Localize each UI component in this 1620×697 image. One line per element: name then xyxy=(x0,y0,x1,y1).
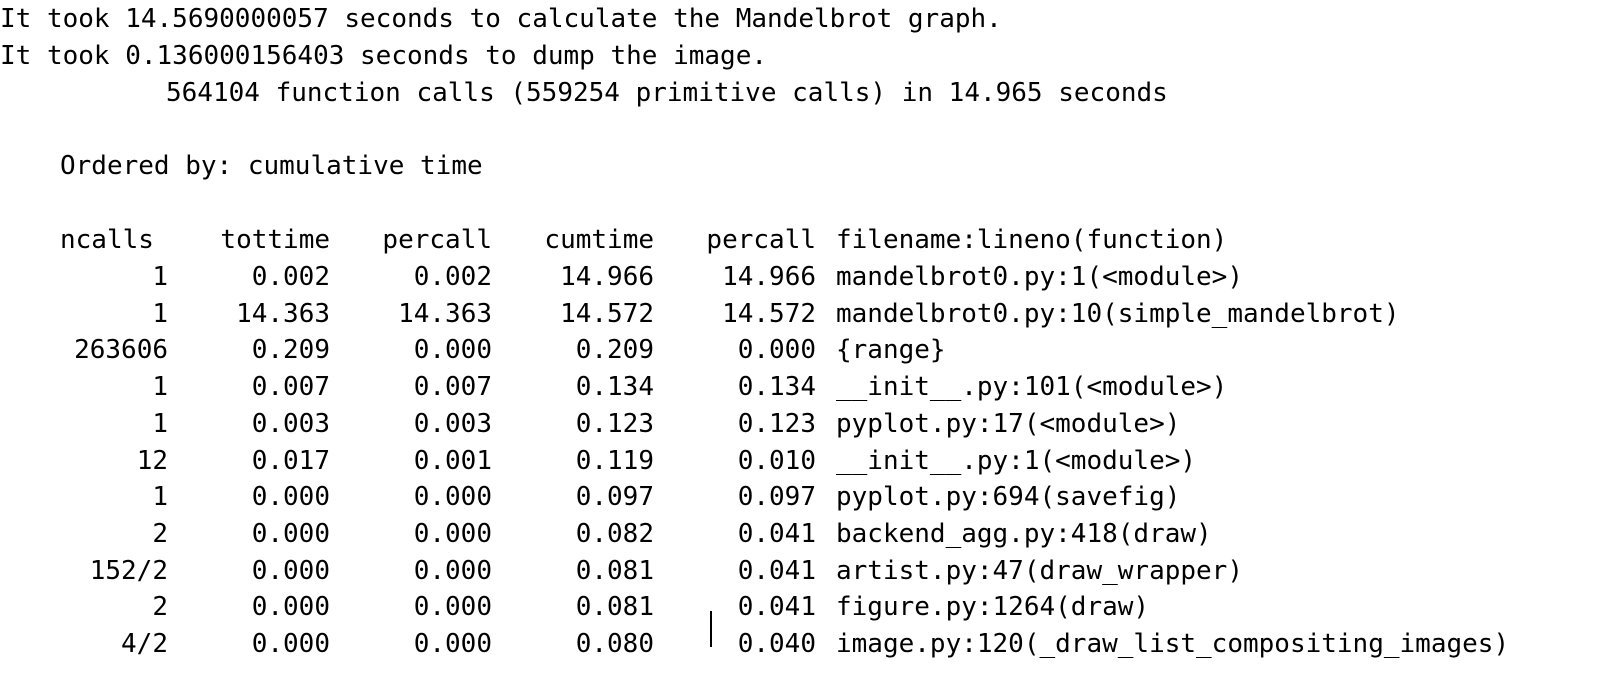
row-ncalls: 1 xyxy=(152,262,168,292)
row-function: artist.py:47(draw_wrapper) xyxy=(836,555,1243,586)
row-cumtime: 0.097 xyxy=(575,482,654,513)
table-row: 1 14.363 14.363 14.572 14.572 mandelbrot0.py:… xyxy=(0,296,1620,333)
table-row: 1 0.007 0.007 0.134 0.134 __init__.py:101(<mo… xyxy=(0,369,1620,406)
summary-line: 564104 function calls (559254 primitive … xyxy=(166,78,1168,108)
row-tottime: 0.000 xyxy=(251,592,330,623)
row-function: figure.py:1264(draw) xyxy=(836,592,1150,623)
row-ncalls: 1 xyxy=(152,372,168,403)
row-percall: 0.000 xyxy=(413,629,492,659)
row-percall: 0.007 xyxy=(413,372,492,403)
header-tottime: tottime xyxy=(220,225,330,255)
row-percall-cumulative: 0.040 xyxy=(737,629,816,659)
row-tottime: 0.000 xyxy=(251,555,330,586)
row-percall-cumulative: 0.041 xyxy=(737,555,816,586)
row-percall: 0.003 xyxy=(413,408,492,439)
row-percall-cumulative: 0.041 xyxy=(737,592,816,623)
row-function: {range} xyxy=(836,335,946,366)
row-cumtime: 0.119 xyxy=(575,445,654,476)
row-percall-cumulative: 14.572 xyxy=(722,298,816,329)
row-function: mandelbrot0.py:1(<module>) xyxy=(836,262,1243,292)
row-percall: 14.363 xyxy=(398,298,492,329)
header-cumtime: cumtime xyxy=(544,225,654,255)
row-ncalls: 4/2 xyxy=(121,629,168,659)
table-row: 1 0.002 0.002 14.966 14.966 mandelbrot0.py:1(… xyxy=(0,259,1620,296)
row-tottime: 0.002 xyxy=(251,262,330,292)
row-ncalls: 12 xyxy=(136,445,168,476)
row-cumtime: 0.082 xyxy=(575,518,654,549)
row-percall-cumulative: 0.041 xyxy=(737,518,816,549)
header-percall: percall xyxy=(382,225,492,255)
table-row: 263606 0.209 0.000 0.209 0.000 {range} xyxy=(0,332,1620,369)
row-tottime: 0.017 xyxy=(251,445,330,476)
row-ncalls: 2 xyxy=(152,518,168,549)
row-percall-cumulative: 0.123 xyxy=(737,408,816,439)
row-percall: 0.000 xyxy=(413,335,492,366)
row-function: mandelbrot0.py:10(simple_mandelbrot) xyxy=(836,298,1400,329)
row-percall: 0.002 xyxy=(413,262,492,292)
row-cumtime: 0.209 xyxy=(575,335,654,366)
table-row: 4/2 0.000 0.000 0.080 0.040 image.py:120(_dra… xyxy=(0,626,1620,663)
row-percall-cumulative: 0.097 xyxy=(737,482,816,513)
row-ncalls: 263606 xyxy=(74,335,168,366)
header-percall-cumulative: percall xyxy=(706,225,816,255)
row-tottime: 0.209 xyxy=(251,335,330,366)
row-cumtime: 0.081 xyxy=(575,592,654,623)
row-function: backend_agg.py:418(draw) xyxy=(836,518,1212,549)
row-function: pyplot.py:17(<module>) xyxy=(836,408,1181,439)
row-cumtime: 0.123 xyxy=(575,408,654,439)
message-calc-time: It took 14.5690000057 seconds to calcula… xyxy=(0,4,1002,34)
row-percall-cumulative: 0.134 xyxy=(737,372,816,403)
table-header: ncalls tottime percall cumtime percall f… xyxy=(0,222,1620,259)
row-percall-cumulative: 14.966 xyxy=(722,262,816,292)
row-cumtime: 14.572 xyxy=(560,298,654,329)
row-cumtime: 0.080 xyxy=(575,629,654,659)
row-percall: 0.000 xyxy=(413,555,492,586)
text-cursor xyxy=(710,611,712,647)
table-row: 1 0.003 0.003 0.123 0.123 pyplot.py:17(<modul… xyxy=(0,406,1620,443)
row-tottime: 0.007 xyxy=(251,372,330,403)
header-ncalls: ncalls xyxy=(60,225,154,255)
row-percall: 0.000 xyxy=(413,482,492,513)
row-ncalls: 1 xyxy=(152,298,168,329)
ordered-by-line: Ordered by: cumulative time xyxy=(60,151,483,181)
table-row: 2 0.000 0.000 0.082 0.041 backend_agg.py:418(… xyxy=(0,516,1620,553)
row-function: __init__.py:1(<module>) xyxy=(836,445,1197,476)
row-function: image.py:120(_draw_list_compositing_imag… xyxy=(836,629,1510,659)
row-tottime: 0.000 xyxy=(251,629,330,659)
message-dump-time: It took 0.136000156403 seconds to dump t… xyxy=(0,41,768,71)
table-row: 2 0.000 0.000 0.081 0.041 figure.py:1264(draw… xyxy=(0,589,1620,626)
row-tottime: 14.363 xyxy=(236,298,330,329)
row-percall-cumulative: 0.010 xyxy=(737,445,816,476)
row-ncalls: 152/2 xyxy=(89,555,168,586)
row-percall: 0.000 xyxy=(413,518,492,549)
row-function: __init__.py:101(<module>) xyxy=(836,372,1228,403)
header-function: filename:lineno(function) xyxy=(836,225,1228,255)
row-cumtime: 0.134 xyxy=(575,372,654,403)
row-ncalls: 1 xyxy=(152,408,168,439)
row-percall: 0.001 xyxy=(413,445,492,476)
row-cumtime: 14.966 xyxy=(560,262,654,292)
table-row: 1 0.000 0.000 0.097 0.097 pyplot.py:694(savef… xyxy=(0,479,1620,516)
row-ncalls: 1 xyxy=(152,482,168,513)
row-tottime: 0.000 xyxy=(251,482,330,513)
row-tottime: 0.003 xyxy=(251,408,330,439)
row-tottime: 0.000 xyxy=(251,518,330,549)
row-ncalls: 2 xyxy=(152,592,168,623)
row-function: pyplot.py:694(savefig) xyxy=(836,482,1181,513)
row-percall-cumulative: 0.000 xyxy=(737,335,816,366)
row-percall: 0.000 xyxy=(413,592,492,623)
table-row: 152/2 0.000 0.000 0.081 0.041 artist.py:47(dr… xyxy=(0,553,1620,590)
table-row: 12 0.017 0.001 0.119 0.010 __init__.py:1(<mod… xyxy=(0,443,1620,480)
row-cumtime: 0.081 xyxy=(575,555,654,586)
